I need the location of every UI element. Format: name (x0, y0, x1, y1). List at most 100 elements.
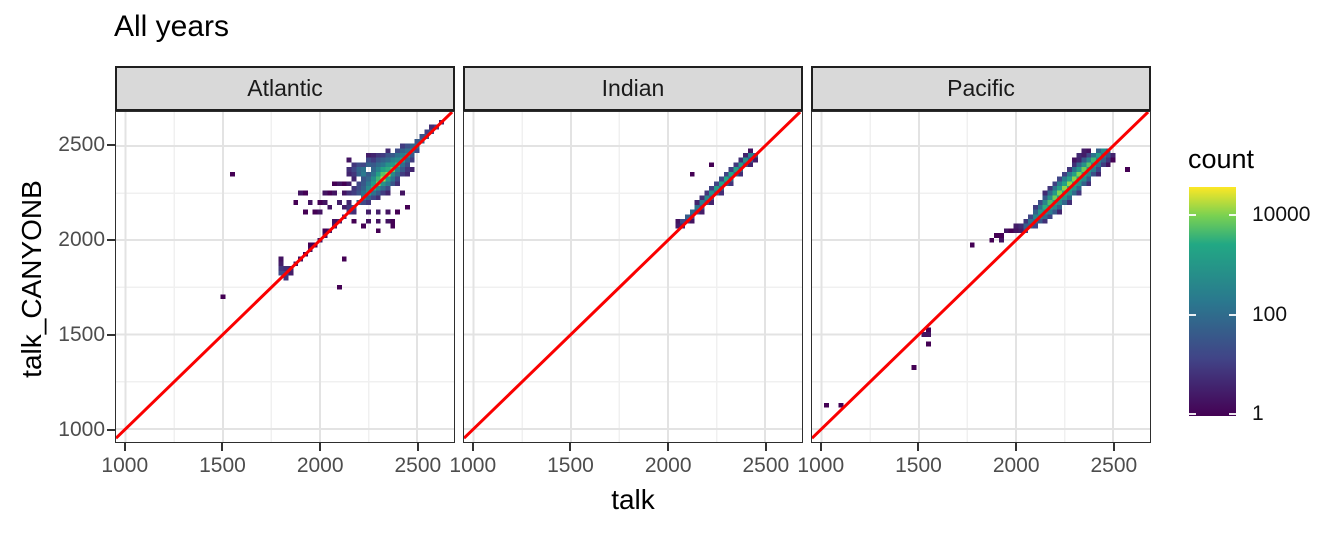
x-tick-mark (1112, 443, 1115, 451)
bin2d-cell (346, 167, 352, 172)
bin2d-cell (1076, 171, 1082, 177)
x-tick-label: 2500 (394, 454, 442, 477)
legend-tick-mark (1189, 413, 1196, 415)
bin2d-cell (1052, 204, 1058, 210)
bin2d-cell (699, 209, 705, 215)
legend-colorbar (1189, 187, 1236, 416)
bin2d-cell (709, 162, 715, 168)
identity-line (812, 112, 1150, 440)
facet-panel (811, 111, 1151, 443)
bin2d-cell (743, 157, 749, 163)
x-tick-label: 2500 (742, 454, 790, 477)
x-tick-label: 2500 (1090, 454, 1138, 477)
legend-tick-label: 1 (1252, 402, 1264, 425)
bin2d-cell (346, 157, 352, 163)
bin2d-cell (694, 200, 700, 205)
bin2d-cell (1062, 200, 1067, 205)
y-tick-label: 1000 (58, 417, 105, 441)
bin2d-cell (1052, 186, 1058, 191)
bin2d-cell (322, 190, 328, 196)
bin2d-cell (356, 186, 362, 191)
bin2d-cell (390, 157, 396, 163)
bin2d-cell (385, 190, 391, 196)
bin2d-cell (400, 190, 405, 196)
bin2d-cell (332, 190, 337, 196)
bin2d-cell (400, 143, 405, 149)
bin2d-cell (375, 209, 381, 215)
bin2d-cell (1042, 195, 1048, 201)
bin2d-cell (424, 129, 430, 135)
bin2d-cell (1081, 181, 1087, 187)
panel-canvas (464, 112, 802, 442)
bin2d-cell (375, 157, 381, 163)
bin2d-cell (366, 200, 371, 205)
bin2d-cell (404, 167, 410, 172)
bin2d-cell (748, 148, 753, 154)
bin2d-cell (1076, 167, 1082, 172)
y-tick-label: 1500 (58, 322, 105, 346)
bin2d-cell (361, 181, 367, 187)
bin2d-cell (1066, 176, 1072, 182)
bin2d-cell (1023, 219, 1029, 224)
bin2d-cell (1096, 171, 1101, 177)
bin2d-cell (723, 171, 729, 177)
bin2d-cell (409, 143, 415, 149)
bin2d-cell (1057, 181, 1063, 187)
bin2d-cell (1071, 162, 1077, 168)
x-tick-label: 2000 (992, 454, 1040, 477)
bin2d-cell (380, 186, 386, 191)
bin2d-cell (395, 176, 401, 182)
bin2d-cell (341, 204, 347, 210)
bin2d-cell (366, 162, 371, 168)
bin2d-cell (714, 186, 719, 191)
bin2d-cell (1086, 153, 1092, 158)
bin2d-cell (380, 171, 386, 177)
bin2d-cell (375, 186, 381, 191)
bin2d-cell (1091, 153, 1097, 158)
bin2d-cell (684, 214, 690, 220)
bin2d-cell (1086, 176, 1092, 182)
bin2d-cell (370, 190, 376, 196)
bin2d-cell (288, 270, 294, 276)
bin2d-cell (361, 223, 367, 229)
bin2d-cell (385, 162, 391, 168)
x-tick-mark (819, 443, 822, 451)
bin2d-cell (220, 294, 226, 300)
y-tick-mark (107, 333, 115, 336)
bin2d-cell (998, 233, 1004, 238)
bin2d-cell (689, 219, 695, 224)
x-tick-mark (764, 443, 767, 451)
bin2d-cell (1052, 190, 1058, 196)
bin2d-cell (1076, 153, 1082, 158)
bin2d-cell (998, 237, 1004, 243)
bin2d-cell (1091, 171, 1097, 177)
facet-strip-label: Atlantic (247, 75, 323, 101)
bin2d-cell (994, 233, 999, 238)
bin2d-cell (404, 171, 410, 177)
bin2d-cell (375, 153, 381, 158)
bin2d-cell (278, 261, 284, 267)
bin2d-cell (366, 176, 371, 182)
bin2d-cell (1042, 214, 1048, 220)
identity-line (116, 112, 454, 440)
facet-strip: Atlantic (115, 66, 455, 111)
bin2d-cell (346, 171, 352, 177)
bin2d-cell (1062, 181, 1067, 187)
bin2d-cell (1081, 167, 1087, 172)
bin2d-cell (400, 167, 405, 172)
bin2d-cell (1032, 204, 1038, 210)
bin2d-cell (921, 332, 927, 337)
bin2d-cell (1105, 153, 1111, 158)
bin2d-cell (283, 275, 289, 281)
bin2d-cell (1096, 162, 1101, 168)
bin2d-cell (317, 209, 323, 215)
bin2d-cell (1110, 153, 1116, 158)
bin2d-cell (699, 195, 705, 201)
bin2d-cell (1042, 190, 1048, 196)
panel-canvas (812, 112, 1150, 442)
bin2d-cell (356, 181, 362, 187)
bin2d-cell (380, 157, 386, 163)
bin2d-cell (1028, 214, 1033, 220)
bin2d-cell (1096, 148, 1101, 154)
bin2d-cell (1047, 214, 1053, 220)
